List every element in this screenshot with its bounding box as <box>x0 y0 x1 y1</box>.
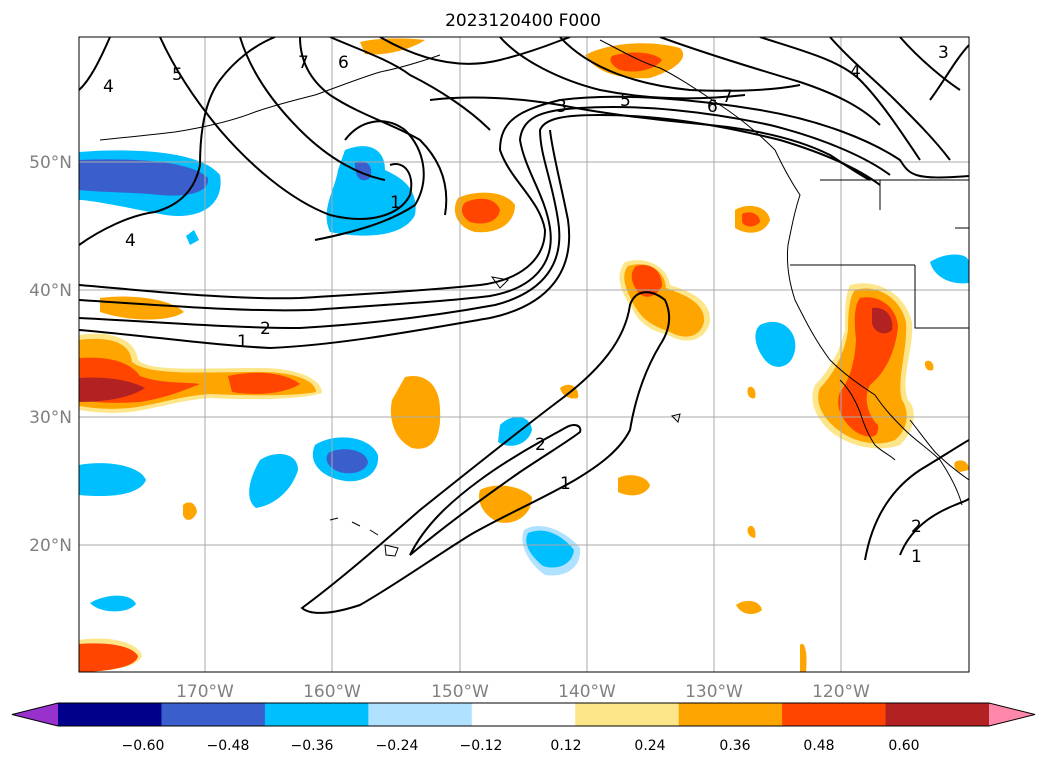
colorbar-tick-label: −0.24 <box>376 738 419 754</box>
negative-area <box>186 230 199 245</box>
lon-label: 140°W <box>558 682 616 702</box>
contour-label: 6 <box>707 97 718 117</box>
contour-label: 6 <box>338 53 349 73</box>
colorbar-tick-label: 0.36 <box>719 738 750 754</box>
contour-label: 3 <box>556 97 567 117</box>
contour-label: 4 <box>125 231 136 251</box>
positive-area <box>800 643 807 672</box>
contour-labels: 4 5 7 6 3 5 7 6 4 3 1 4 2 1 2 1 2 1 <box>103 43 949 567</box>
positive-area <box>747 386 756 399</box>
positive-area <box>610 52 662 72</box>
negative-area <box>498 416 532 446</box>
negative-area <box>755 321 796 367</box>
positive-area <box>79 643 138 672</box>
colorbar-tick-label: 0.60 <box>888 738 919 754</box>
negative-area <box>249 454 298 508</box>
negative-area <box>930 254 969 284</box>
colorbar-outline <box>11 702 1036 727</box>
contour-label: 1 <box>560 474 571 494</box>
map-title: 2023120400 F000 <box>445 11 601 31</box>
negative-area <box>90 595 136 612</box>
colorbar-segment <box>885 703 990 726</box>
lon-label: 150°W <box>431 682 489 702</box>
colorbar-tick-label: 0.12 <box>550 738 581 754</box>
lat-label: 20°N <box>29 536 72 556</box>
contour-label: 1 <box>911 547 922 567</box>
lat-label: 50°N <box>29 153 72 173</box>
positive-area <box>461 198 500 224</box>
lon-label: 160°W <box>303 682 361 702</box>
map-frame <box>78 36 970 673</box>
positive-area <box>742 212 760 227</box>
negative-area <box>326 146 416 236</box>
contour-label: 1 <box>237 332 248 352</box>
positive-area <box>183 502 197 520</box>
contour-label: 5 <box>620 91 631 111</box>
colorbar-segment <box>161 703 266 726</box>
colorbar-tick-label: 0.48 <box>803 738 834 754</box>
colorbar-segment <box>678 703 783 726</box>
positive-area <box>747 525 756 538</box>
colorbar-segment <box>368 703 473 726</box>
colorbar-over-triangle <box>989 703 1035 726</box>
longitude-labels: 170°W 160°W 150°W 140°W 130°W 120°W <box>176 682 870 702</box>
contour-label: 2 <box>260 319 271 339</box>
colorbar <box>11 702 1036 727</box>
contour-label: 3 <box>938 43 949 63</box>
lon-label: 130°W <box>685 682 743 702</box>
contour-label: 4 <box>103 77 114 97</box>
positive-area <box>618 475 650 496</box>
latitude-labels: 50°N 40°N 30°N 20°N <box>29 153 72 556</box>
negative-core <box>326 449 368 474</box>
colorbar-tick-label: 0.24 <box>634 738 665 754</box>
lon-label: 120°W <box>812 682 870 702</box>
contour-label: 4 <box>850 62 861 82</box>
lat-label: 40°N <box>29 281 72 301</box>
lon-label: 170°W <box>176 682 234 702</box>
positive-area <box>924 360 934 371</box>
positive-area <box>478 485 532 523</box>
positive-area <box>360 38 425 55</box>
negative-core <box>79 159 209 196</box>
positive-area <box>954 460 969 472</box>
colorbar-tick-label: −0.36 <box>291 738 334 754</box>
contour-label: 7 <box>722 87 733 107</box>
map-panel: 4 5 7 6 3 5 7 6 4 3 1 4 2 1 2 1 2 1 <box>78 36 970 673</box>
colorbar-tick-label: −0.48 <box>207 738 250 754</box>
positive-core <box>79 377 145 402</box>
positive-area <box>228 372 300 394</box>
colorbar-tick-label: −0.12 <box>460 738 503 754</box>
gridlines <box>79 37 969 672</box>
contour-lines <box>79 37 969 614</box>
colorbar-under-triangle <box>12 703 58 726</box>
colorbar-labels: −0.60 −0.48 −0.36 −0.24 −0.12 0.12 0.24 … <box>122 738 920 754</box>
colorbar-segment <box>471 703 576 726</box>
positive-area <box>631 264 662 297</box>
colorbar-segment <box>264 703 369 726</box>
negative-area <box>79 463 146 497</box>
colorbar-segment <box>58 703 162 726</box>
positive-area <box>736 600 762 615</box>
negative-area <box>526 530 574 568</box>
contour-label: 5 <box>172 65 183 85</box>
colorbar-tick-label: −0.60 <box>122 738 165 754</box>
lat-label: 30°N <box>29 408 72 428</box>
contour-label: 7 <box>298 53 309 73</box>
contour-label: 1 <box>390 193 401 213</box>
map-background <box>79 37 969 672</box>
positive-core <box>872 307 893 334</box>
positive-area <box>390 375 441 449</box>
colorbar-segment <box>782 703 887 726</box>
colorbar-segment <box>575 703 680 726</box>
contour-label: 2 <box>911 517 922 537</box>
contour-label: 2 <box>535 435 546 455</box>
